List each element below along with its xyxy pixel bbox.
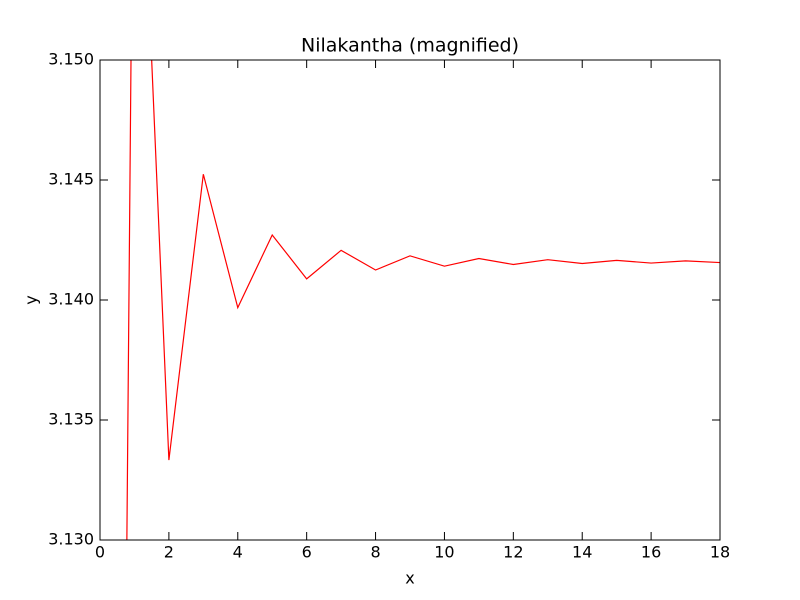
y-tick-label: 3.135 <box>48 410 94 429</box>
x-tick-label: 16 <box>641 543 661 562</box>
data-line <box>126 60 720 540</box>
plot-frame <box>99 59 721 541</box>
x-tick-label: 8 <box>370 543 380 562</box>
x-tick-label: 0 <box>95 543 105 562</box>
y-tick-label: 3.130 <box>48 530 94 549</box>
y-tick-label: 3.145 <box>48 170 94 189</box>
x-tick-label: 12 <box>503 543 523 562</box>
x-tick-label: 2 <box>164 543 174 562</box>
x-axis-label: x <box>405 569 414 588</box>
x-tick-label: 14 <box>572 543 592 562</box>
x-tick-label: 4 <box>233 543 243 562</box>
y-axis-label: y <box>22 295 41 304</box>
y-tick-label: 3.150 <box>48 50 94 69</box>
x-tick-label: 18 <box>710 543 730 562</box>
y-tick-label: 3.140 <box>48 290 94 309</box>
x-tick-label: 6 <box>302 543 312 562</box>
x-tick-label: 10 <box>434 543 454 562</box>
chart-title: Nilakantha (magnified) <box>301 35 519 57</box>
